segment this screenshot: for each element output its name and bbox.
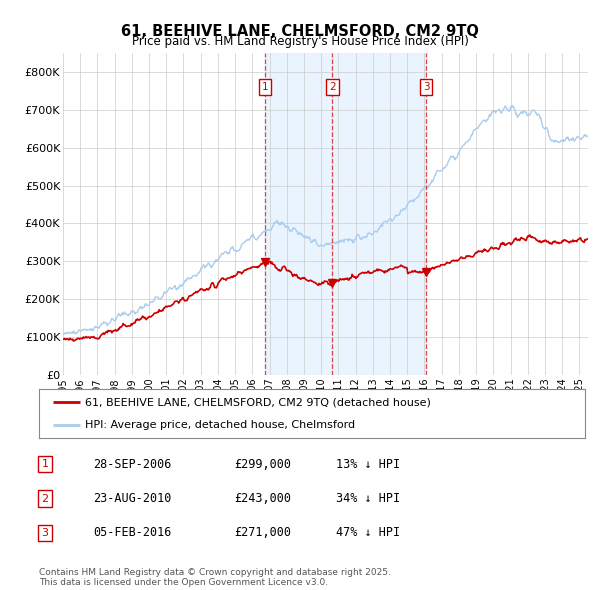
- Text: HPI: Average price, detached house, Chelmsford: HPI: Average price, detached house, Chel…: [85, 419, 356, 430]
- Text: 05-FEB-2016: 05-FEB-2016: [93, 526, 172, 539]
- Text: 3: 3: [41, 528, 49, 537]
- Text: 1: 1: [41, 460, 49, 469]
- Text: Contains HM Land Registry data © Crown copyright and database right 2025.
This d: Contains HM Land Registry data © Crown c…: [39, 568, 391, 587]
- Text: 61, BEEHIVE LANE, CHELMSFORD, CM2 9TQ (detached house): 61, BEEHIVE LANE, CHELMSFORD, CM2 9TQ (d…: [85, 398, 431, 408]
- Text: 1: 1: [262, 82, 269, 92]
- Text: 2: 2: [329, 82, 335, 92]
- Text: £271,000: £271,000: [234, 526, 291, 539]
- Text: 23-AUG-2010: 23-AUG-2010: [93, 492, 172, 505]
- Text: 61, BEEHIVE LANE, CHELMSFORD, CM2 9TQ: 61, BEEHIVE LANE, CHELMSFORD, CM2 9TQ: [121, 24, 479, 38]
- Text: 3: 3: [423, 82, 430, 92]
- Text: 28-SEP-2006: 28-SEP-2006: [93, 458, 172, 471]
- Bar: [332, 53, 426, 375]
- Text: Price paid vs. HM Land Registry's House Price Index (HPI): Price paid vs. HM Land Registry's House …: [131, 35, 469, 48]
- Text: £243,000: £243,000: [234, 492, 291, 505]
- Bar: [265, 53, 332, 375]
- Text: 34% ↓ HPI: 34% ↓ HPI: [336, 492, 400, 505]
- Text: £299,000: £299,000: [234, 458, 291, 471]
- Text: 13% ↓ HPI: 13% ↓ HPI: [336, 458, 400, 471]
- Text: 2: 2: [41, 494, 49, 503]
- Text: 47% ↓ HPI: 47% ↓ HPI: [336, 526, 400, 539]
